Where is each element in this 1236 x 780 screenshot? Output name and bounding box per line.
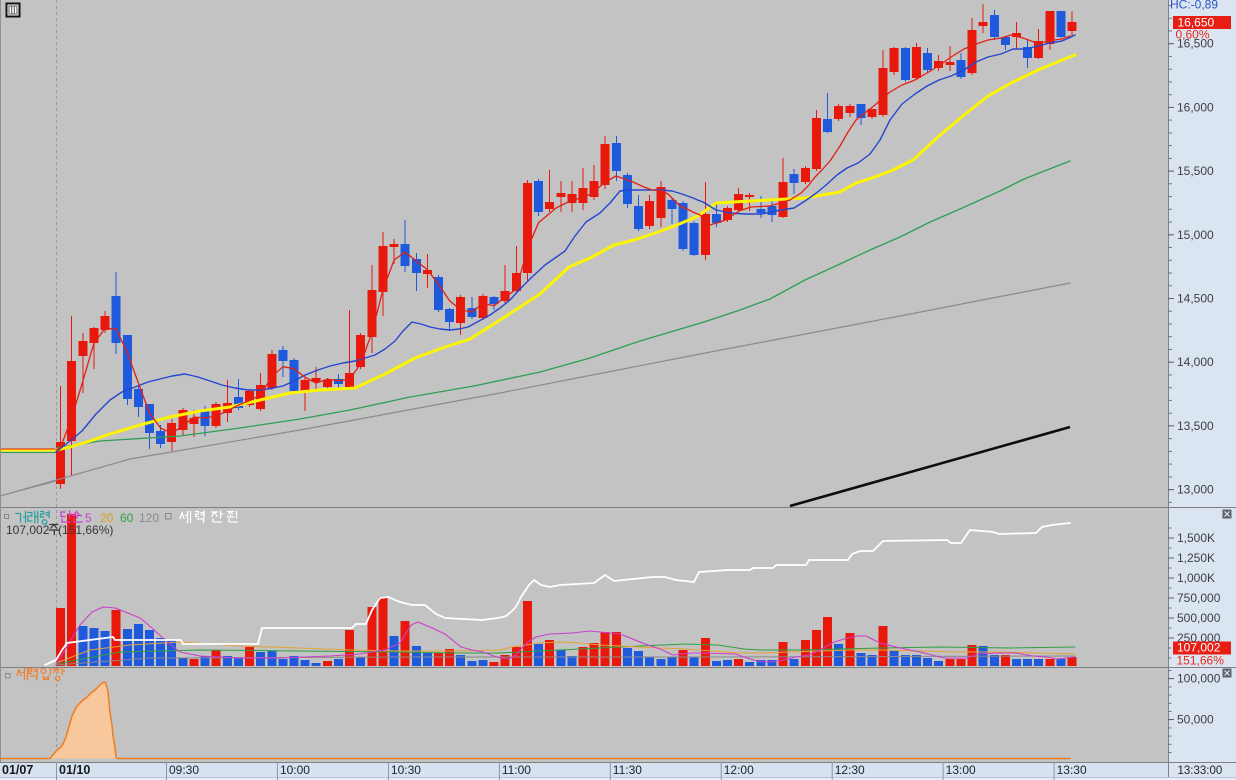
- svg-text:500,000: 500,000: [1177, 611, 1221, 625]
- svg-text:16,500: 16,500: [1177, 37, 1214, 51]
- svg-text:15,000: 15,000: [1177, 228, 1214, 242]
- svg-text:09:30: 09:30: [169, 763, 199, 777]
- svg-text:16,650: 16,650: [1178, 16, 1215, 30]
- svg-text:13:33:00: 13:33:00: [1178, 765, 1223, 777]
- svg-text:13:30: 13:30: [1057, 763, 1087, 777]
- svg-text:13,500: 13,500: [1177, 419, 1214, 433]
- svg-text:11:00: 11:00: [502, 763, 531, 777]
- svg-text:107,002: 107,002: [1177, 641, 1221, 655]
- svg-text:50,000: 50,000: [1177, 713, 1214, 727]
- svg-text:16,000: 16,000: [1177, 100, 1214, 114]
- svg-text:750,000: 750,000: [1177, 591, 1221, 605]
- svg-text:13,000: 13,000: [1177, 483, 1214, 497]
- svg-text:0,60%: 0,60%: [1176, 28, 1210, 42]
- svg-text:01/07: 01/07: [2, 763, 33, 777]
- svg-text:01/10: 01/10: [59, 763, 90, 777]
- svg-text:100,000: 100,000: [1177, 672, 1221, 686]
- svg-text:12:00: 12:00: [724, 763, 754, 777]
- svg-text:20: 20: [100, 511, 114, 525]
- svg-text:10:00: 10:00: [280, 763, 310, 777]
- svg-text:13:00: 13:00: [946, 763, 976, 777]
- svg-text:120: 120: [139, 511, 159, 525]
- svg-text:(151,66%): (151,66%): [58, 523, 113, 537]
- svg-text:14,500: 14,500: [1177, 292, 1214, 306]
- svg-text:15,500: 15,500: [1177, 164, 1214, 178]
- svg-text:10:30: 10:30: [391, 763, 421, 777]
- svg-text:151,66%: 151,66%: [1177, 654, 1225, 668]
- svg-text:12:30: 12:30: [835, 763, 865, 777]
- svg-text:1,250K: 1,250K: [1177, 551, 1215, 565]
- svg-text:HC:-0,89: HC:-0,89: [1170, 0, 1218, 12]
- svg-text:11:30: 11:30: [613, 763, 642, 777]
- svg-text:1,500K: 1,500K: [1177, 531, 1215, 545]
- svg-text:107,002: 107,002: [6, 523, 50, 537]
- svg-text:1,000K: 1,000K: [1177, 571, 1215, 585]
- svg-text:60: 60: [120, 511, 134, 525]
- svg-text:5: 5: [85, 511, 92, 525]
- svg-text:14,000: 14,000: [1177, 355, 1214, 369]
